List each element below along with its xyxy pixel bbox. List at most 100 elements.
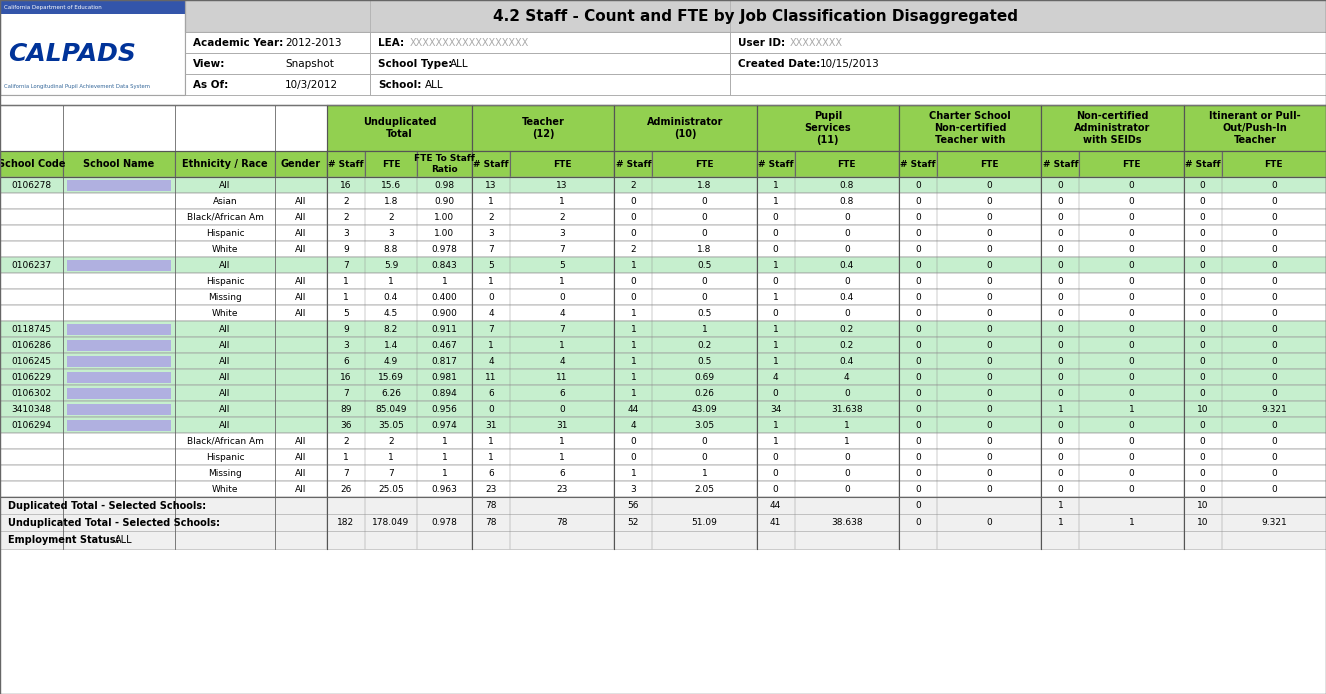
Text: 0: 0 [1128, 212, 1134, 221]
Text: 78: 78 [557, 518, 568, 527]
Text: Ethnicity / Race: Ethnicity / Race [182, 159, 268, 169]
Text: 0: 0 [987, 341, 992, 350]
Text: 0: 0 [630, 276, 636, 285]
Text: FTE: FTE [838, 160, 857, 169]
Text: 0: 0 [915, 373, 920, 382]
Text: User ID:: User ID: [739, 37, 785, 47]
Bar [68, 371, 171, 382]
Bar [0, 481, 1326, 497]
Text: 0: 0 [1057, 292, 1063, 301]
Bar [328, 105, 472, 151]
Text: 3: 3 [389, 228, 394, 237]
Text: 2: 2 [631, 244, 636, 253]
Text: 0: 0 [488, 292, 493, 301]
Text: 0: 0 [987, 244, 992, 253]
Text: 0: 0 [987, 518, 992, 527]
Bar [0, 95, 1326, 105]
Bar [0, 241, 1326, 257]
Text: Duplicated Total - Selected Schools:: Duplicated Total - Selected Schools: [8, 500, 206, 511]
Text: All: All [296, 276, 306, 285]
Text: 0: 0 [987, 180, 992, 189]
Text: 0: 0 [1128, 357, 1134, 366]
Text: 10/3/2012: 10/3/2012 [285, 80, 338, 90]
Text: Asian: Asian [212, 196, 237, 205]
Text: 0.911: 0.911 [431, 325, 457, 334]
Text: 0: 0 [630, 452, 636, 462]
Text: 0: 0 [1128, 180, 1134, 189]
Text: School Name: School Name [84, 159, 155, 169]
Bar [0, 105, 328, 151]
Bar [757, 151, 794, 177]
Text: 13: 13 [485, 180, 497, 189]
Text: 0: 0 [1128, 260, 1134, 269]
Text: 1: 1 [560, 437, 565, 446]
Text: FTE: FTE [553, 160, 572, 169]
Text: 0: 0 [560, 292, 565, 301]
Text: All: All [296, 468, 306, 477]
Text: 1: 1 [389, 452, 394, 462]
Text: 0: 0 [1270, 437, 1277, 446]
Text: Hispanic: Hispanic [206, 452, 244, 462]
Text: School Code: School Code [0, 159, 65, 169]
Text: 0.4: 0.4 [839, 292, 854, 301]
Text: 0.4: 0.4 [383, 292, 398, 301]
Text: 1: 1 [773, 196, 778, 205]
Text: 9: 9 [343, 325, 349, 334]
Text: 25.05: 25.05 [378, 484, 404, 493]
Bar [0, 151, 64, 177]
Bar [370, 32, 731, 53]
Text: 7: 7 [560, 325, 565, 334]
Text: 0: 0 [915, 518, 920, 527]
Text: 0: 0 [1057, 357, 1063, 366]
Text: 0: 0 [773, 309, 778, 317]
Text: 182: 182 [337, 518, 354, 527]
Text: 34: 34 [770, 405, 781, 414]
Text: 0: 0 [1057, 228, 1063, 237]
Text: 4: 4 [488, 357, 493, 366]
Text: 0: 0 [773, 244, 778, 253]
Text: 0: 0 [1200, 196, 1205, 205]
Text: 1: 1 [773, 357, 778, 366]
Bar [0, 465, 1326, 481]
Text: 0: 0 [1128, 228, 1134, 237]
Text: 3410348: 3410348 [12, 405, 52, 414]
Text: 4.9: 4.9 [383, 357, 398, 366]
Text: 0: 0 [1200, 309, 1205, 317]
Bar [0, 385, 1326, 401]
Bar [652, 151, 757, 177]
Text: Academic Year:: Academic Year: [194, 37, 284, 47]
Bar [472, 151, 511, 177]
Text: # Staff: # Staff [1042, 160, 1078, 169]
Text: 11: 11 [485, 373, 497, 382]
Bar [64, 151, 175, 177]
Text: Snapshot: Snapshot [285, 58, 334, 69]
Text: 0: 0 [1270, 180, 1277, 189]
Text: 0: 0 [1270, 309, 1277, 317]
Text: 0: 0 [1200, 325, 1205, 334]
Text: 0: 0 [1270, 373, 1277, 382]
Text: 0: 0 [987, 276, 992, 285]
Text: 10/15/2013: 10/15/2013 [819, 58, 879, 69]
Text: 0.8: 0.8 [839, 196, 854, 205]
Text: 0: 0 [1270, 452, 1277, 462]
Text: 0: 0 [1128, 196, 1134, 205]
Text: 1: 1 [560, 276, 565, 285]
Text: 1.00: 1.00 [435, 212, 455, 221]
Bar [0, 273, 1326, 289]
Text: 15.6: 15.6 [381, 180, 400, 189]
Bar [68, 419, 171, 430]
Text: # Staff: # Staff [1185, 160, 1220, 169]
Text: 2: 2 [343, 196, 349, 205]
Text: 0: 0 [915, 260, 920, 269]
Text: 0: 0 [1270, 468, 1277, 477]
Text: 31: 31 [557, 421, 568, 430]
Text: 7: 7 [488, 244, 493, 253]
Text: 0: 0 [1128, 325, 1134, 334]
Text: 0: 0 [843, 452, 850, 462]
Text: 16: 16 [341, 373, 351, 382]
Text: 1: 1 [560, 341, 565, 350]
Text: 0: 0 [1128, 389, 1134, 398]
Text: All: All [296, 228, 306, 237]
Text: 0.26: 0.26 [695, 389, 715, 398]
Text: 0.817: 0.817 [431, 357, 457, 366]
